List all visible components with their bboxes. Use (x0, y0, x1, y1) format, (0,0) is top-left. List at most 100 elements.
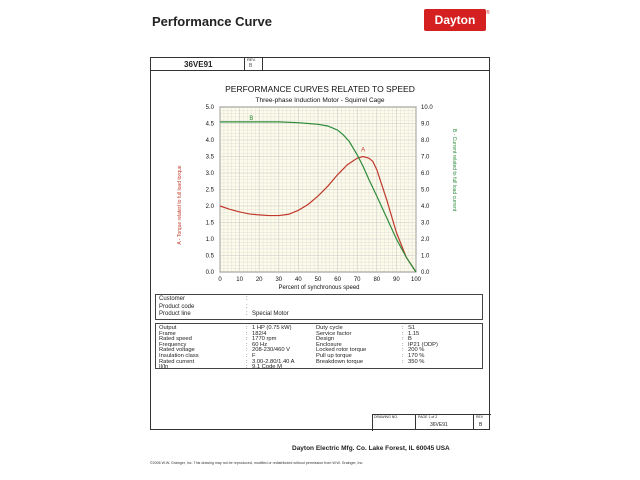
x-tick-label: 80 (373, 277, 380, 283)
spec-value: IP21 (ODP) (408, 341, 438, 348)
y-tick-label-right: 6.0 (421, 171, 430, 177)
rev-label-footer: REV (476, 415, 484, 419)
spec-value: 182/4 (252, 330, 267, 337)
page-title: Performance Curve (152, 14, 272, 29)
customer-row-value: Special Motor (252, 311, 289, 317)
colon-separator: : (246, 296, 248, 302)
x-tick-label: 0 (218, 277, 222, 283)
colon-separator: : (402, 330, 404, 337)
spec-label: Frame (159, 330, 176, 337)
y-tick-label-left: 4.0 (206, 138, 215, 144)
spec-value: 1.15 (408, 330, 420, 337)
spec-value: 1770 rpm (252, 336, 277, 343)
y-tick-label-left: 3.0 (206, 171, 215, 177)
spec-label: Pull up torque (316, 353, 352, 359)
customer-row-label: Product line (159, 311, 191, 317)
colon-separator: : (246, 325, 248, 331)
spec-label: Rated speed (159, 336, 192, 343)
chart-title: PERFORMANCE CURVES RELATED TO SPEED (225, 84, 415, 94)
spec-label: Duty cycle (316, 325, 343, 331)
y-axis-label-right: B - Current related to full load current (451, 129, 457, 212)
y-tick-label-left: 3.5 (206, 155, 215, 161)
colon-separator: : (246, 341, 248, 348)
customer-row-label: Product code (159, 303, 195, 310)
part-number: 36VE91 (184, 60, 213, 69)
spec-label: Locked rotor torque (316, 347, 367, 354)
x-tick-label: 60 (334, 277, 341, 283)
y-tick-label-right: 2.0 (421, 237, 430, 243)
chart-ticks: 0 10 20 30 40 50 60 70 80 90 1000.00.51.01.52.02.5… (206, 105, 434, 283)
spec-value: 3.00-2.80/1.40 A (252, 358, 295, 365)
colon-separator: : (402, 336, 404, 343)
colon-separator: : (246, 347, 248, 354)
spec-label: Enclosure (316, 341, 342, 348)
spec-value: 200 % (408, 347, 425, 354)
spec-value: 350 % (408, 358, 425, 365)
spec-label: Rated current (159, 358, 195, 365)
y-tick-label-right: 3.0 (421, 221, 430, 227)
y-tick-label-right: 0.0 (421, 270, 430, 276)
y-tick-label-left: 1.0 (206, 237, 215, 243)
spec-value: 170 % (408, 353, 425, 359)
colon-separator: : (246, 364, 248, 371)
spec-label: Breakdown torque (316, 358, 364, 365)
x-tick-label: 100 (411, 277, 422, 283)
y-tick-label-left: 2.0 (206, 204, 215, 210)
x-tick-label: 90 (393, 277, 400, 283)
copyright-note: ©2006 W.W. Grainger, Inc. This drawing m… (150, 461, 364, 465)
spec-label: Rated voltage (159, 347, 195, 354)
y-tick-label-left: 1.5 (206, 221, 215, 227)
spec-value: B (408, 336, 412, 343)
chart-subtitle: Three-phase Induction Motor - Squirrel C… (256, 97, 385, 104)
spec-label: Frequency (159, 341, 187, 348)
series-label-a: A (361, 148, 365, 154)
rev-number: B (479, 422, 483, 428)
rev-label: REV. (247, 57, 256, 62)
chart-series: AB (219, 116, 417, 273)
y-tick-label-left: 0.0 (206, 270, 215, 276)
colon-separator: : (246, 336, 248, 343)
colon-separator: : (246, 358, 248, 365)
x-tick-label: 70 (354, 277, 361, 283)
spec-value: 208-230/460 V (252, 347, 291, 354)
part-header-row (150, 57, 490, 71)
chart-grid (219, 106, 417, 273)
y-tick-label-left: 5.0 (206, 105, 215, 111)
series-line-a (219, 155, 417, 273)
y-tick-label-right: 5.0 (421, 188, 430, 194)
spec-label: Il/In (159, 364, 169, 371)
spec-value: 1 HP (0.75 kW) (252, 325, 292, 331)
spec-label: Insulation class (159, 353, 199, 359)
trademark-mark: ® (486, 10, 490, 16)
colon-separator: : (402, 353, 404, 359)
y-tick-label-right: 9.0 (421, 122, 430, 128)
colon-separator: : (246, 330, 248, 337)
colon-separator: : (246, 311, 248, 317)
spec-value: 60 Hz (252, 341, 268, 348)
spec-label: Output (159, 325, 177, 331)
customer-row-label: Customer (159, 296, 186, 302)
series-label-b: B (249, 116, 253, 122)
performance-chart: PERFORMANCE CURVES RELATED TO SPEED Thre… (177, 84, 457, 291)
x-tick-label: 40 (295, 277, 302, 283)
colon-separator: : (246, 353, 248, 359)
colon-separator: : (246, 303, 248, 310)
dayton-logo: Dayton (424, 9, 486, 31)
colon-separator: : (402, 325, 404, 331)
spec-label: Service factor (316, 330, 352, 337)
rev-value: B (249, 63, 253, 69)
x-tick-label: 20 (256, 277, 263, 283)
y-tick-label-right: 1.0 (421, 254, 430, 260)
colon-separator: : (402, 347, 404, 354)
specs-block (155, 323, 483, 369)
y-axis-label-left: A - Torque related to full load torque (177, 165, 183, 244)
colon-separator: : (402, 341, 404, 348)
customer-block (155, 294, 483, 320)
drawing-no-label: DRAWING NO. (374, 415, 398, 419)
x-tick-label: 10 (236, 277, 243, 283)
y-tick-label-left: 0.5 (206, 254, 215, 260)
y-tick-label-right: 8.0 (421, 138, 430, 144)
x-tick-label: 30 (275, 277, 282, 283)
drawing-number: 36VE91 (430, 422, 448, 428)
y-tick-label-left: 4.5 (206, 122, 215, 128)
